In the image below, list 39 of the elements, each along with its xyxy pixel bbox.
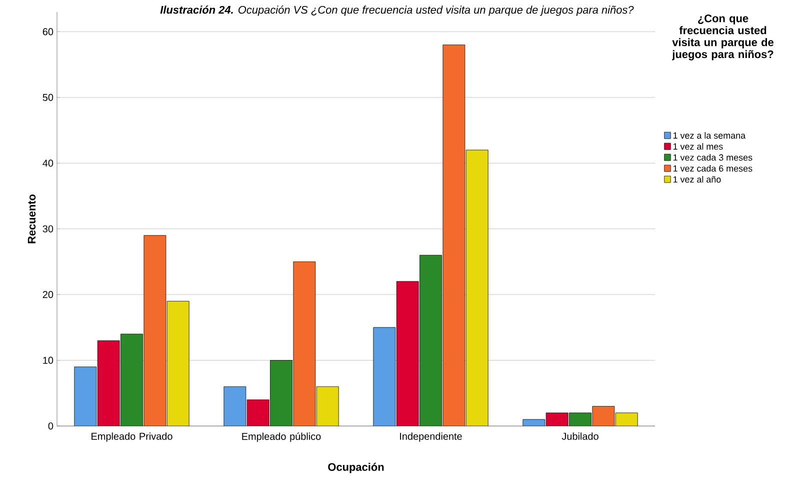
- x-tick-label: Empleado Privado: [92, 432, 172, 442]
- x-tick-label: Jubilado: [562, 432, 598, 440]
- bar: [74, 366, 97, 426]
- bar: [420, 254, 442, 426]
- bar: [120, 334, 143, 426]
- bar: [97, 340, 120, 426]
- chart-title: Ilustración 24. Ocupación VS ¿Con que frecuencia usted visita un parque de juegos para niños?: [160, 6, 634, 16]
- bar: [246, 400, 270, 426]
- bar: [546, 412, 568, 426]
- x-tick-label: Empleado público: [242, 432, 321, 442]
- y-tick-label: 20: [42, 291, 54, 298]
- bar: [166, 300, 190, 426]
- bar: [144, 235, 166, 426]
- y-tick-label: 10: [43, 356, 54, 364]
- legend-label: 1 vez cada 6 meses: [673, 165, 752, 172]
- legend-label: 1 vez cada 3 meses: [673, 154, 752, 161]
- bar: [316, 386, 339, 426]
- bar: [373, 327, 396, 426]
- bar: [466, 150, 488, 426]
- y-tick-label: 0: [48, 422, 54, 430]
- legend-label: 1 vez al año: [673, 176, 721, 183]
- y-tick-label: 40: [42, 160, 54, 167]
- bar: [442, 44, 466, 426]
- bar: [615, 412, 638, 426]
- bar: [293, 262, 316, 426]
- bar: [270, 360, 292, 426]
- x-axis-title: Ocupación: [328, 462, 384, 474]
- y-tick-label: 30: [42, 225, 54, 232]
- bar: [592, 406, 615, 426]
- legend-label: 1 vez al mes: [673, 143, 723, 150]
- legend-label: 1 vez a la semana: [673, 132, 746, 139]
- bar: [224, 386, 246, 426]
- legend-title: ¿Con que frecuencia usted visita un parque de juegos para niños?: [672, 14, 774, 60]
- bar: [396, 281, 419, 426]
- y-axis-title: Recuento: [28, 194, 36, 244]
- y-tick-label: 60: [42, 28, 54, 36]
- y-tick-label: 50: [42, 94, 54, 101]
- bar: [569, 412, 592, 426]
- x-tick-label: Independiente: [400, 432, 462, 442]
